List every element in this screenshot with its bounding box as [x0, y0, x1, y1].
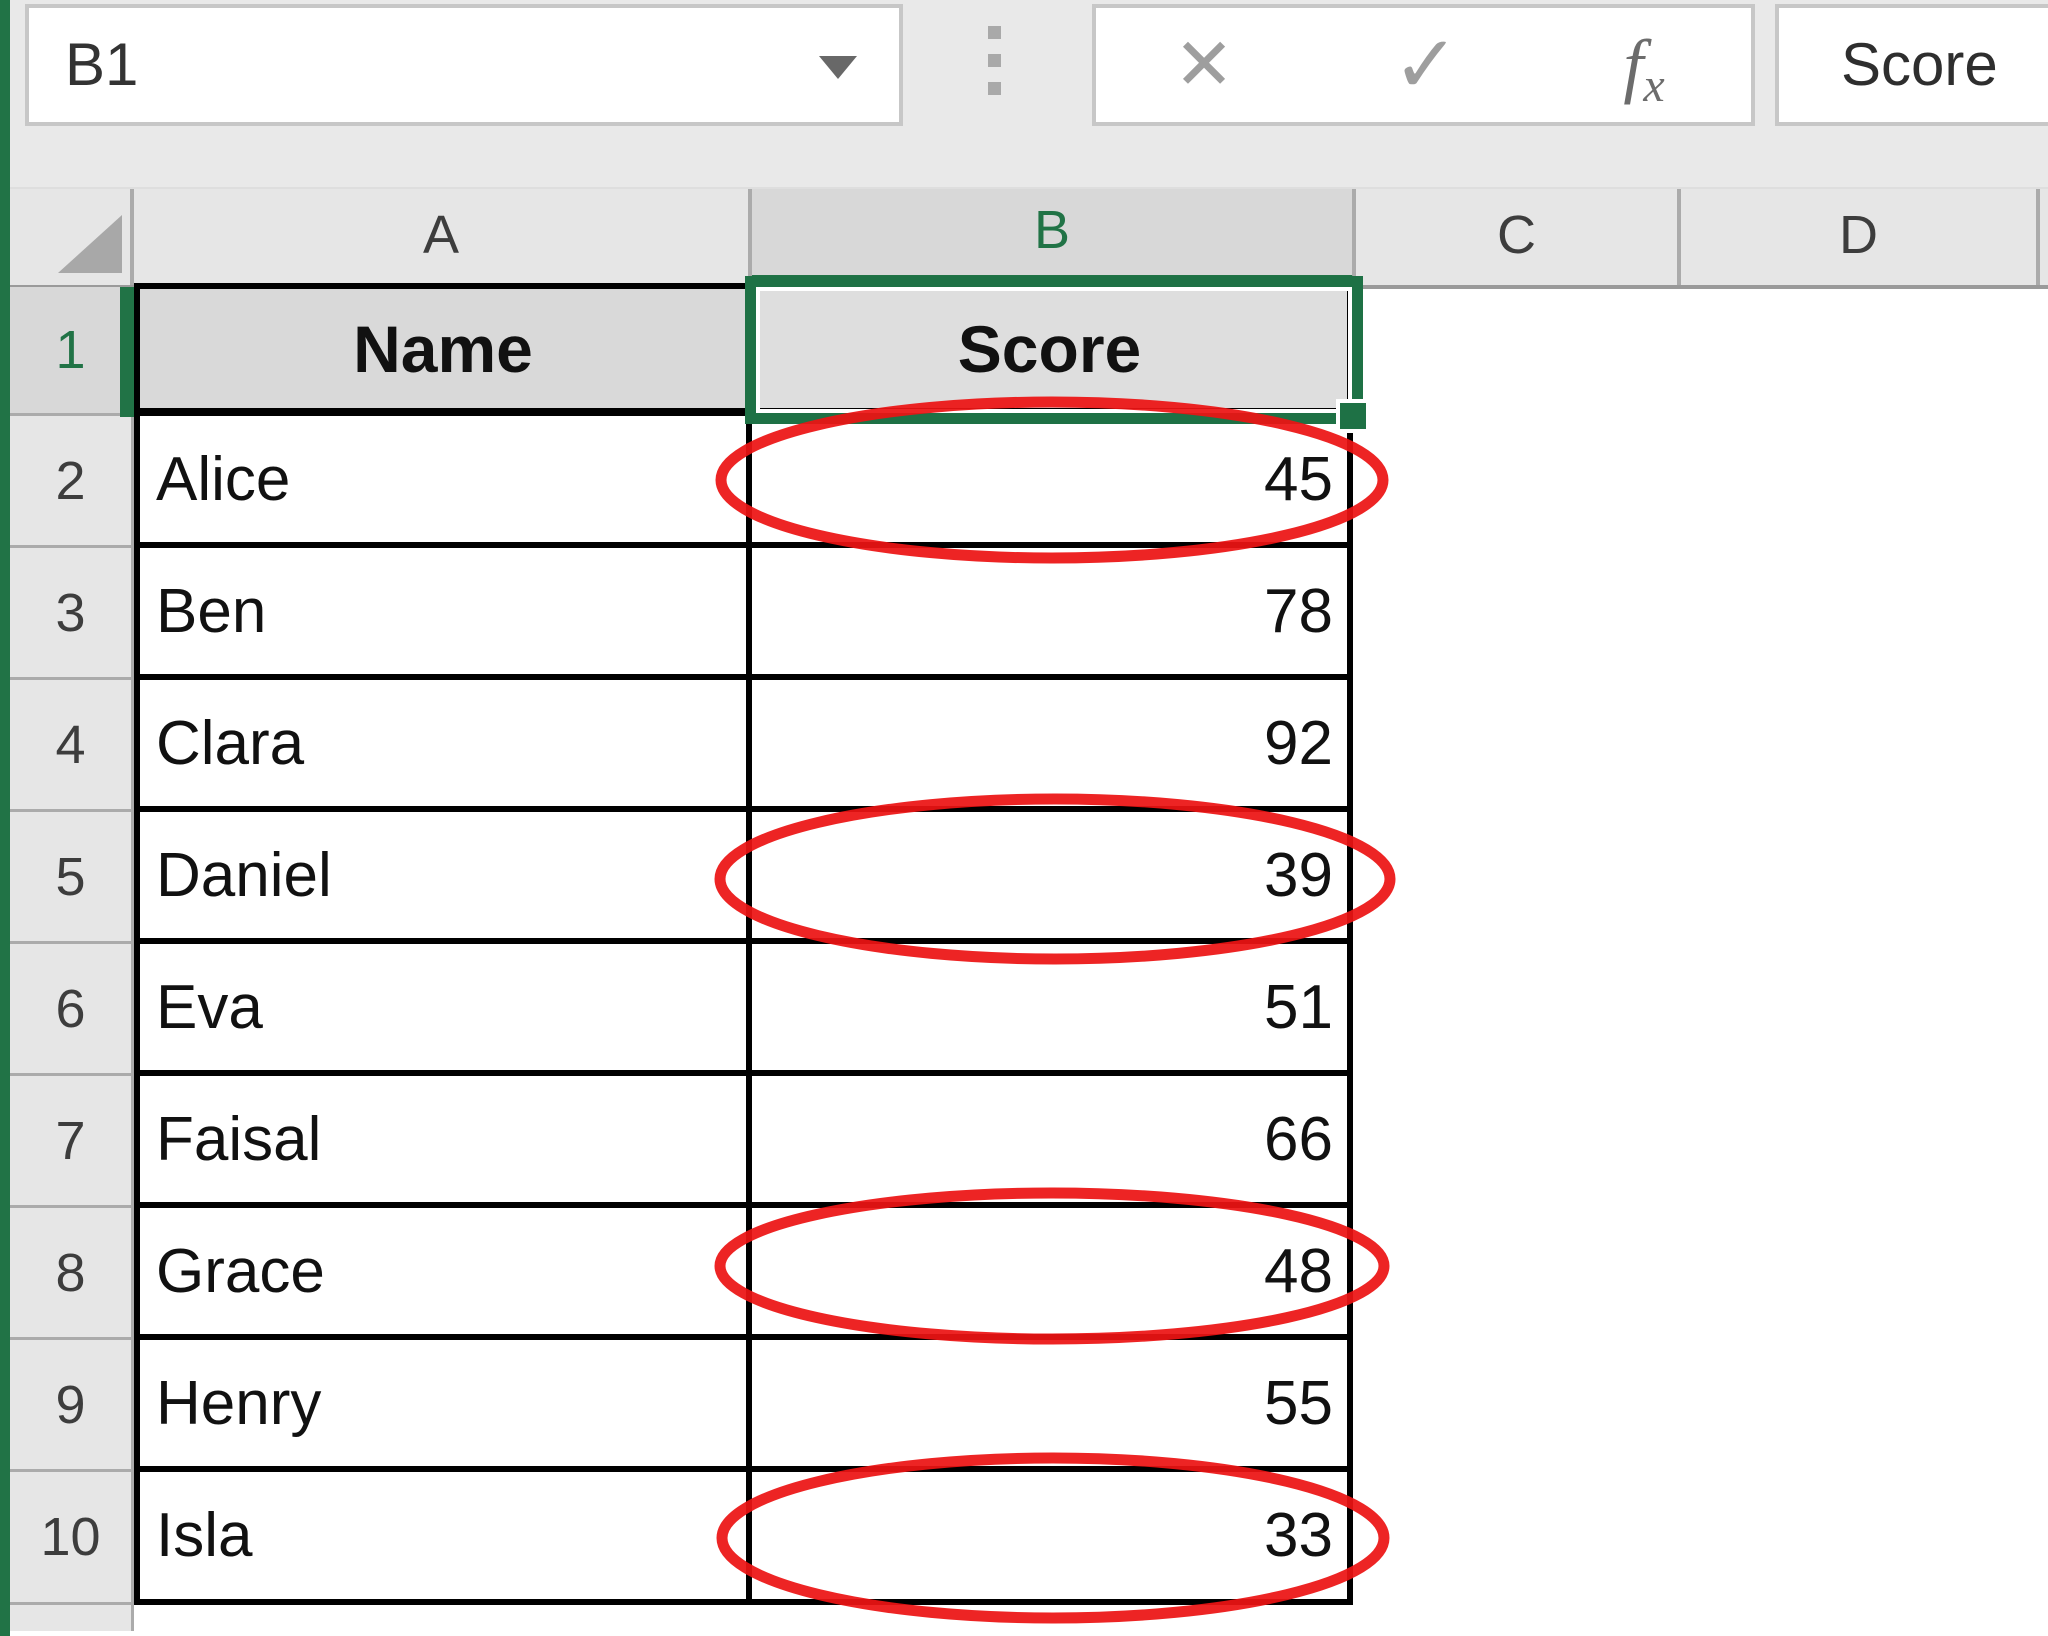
- window-edge-strip: [0, 0, 10, 1636]
- cell-b8[interactable]: 48: [752, 1208, 1353, 1340]
- cell-a4[interactable]: Clara: [140, 680, 752, 812]
- cell-b2[interactable]: 45: [752, 416, 1353, 548]
- cell-b6[interactable]: 51: [752, 944, 1353, 1076]
- cell-a8[interactable]: Grace: [140, 1208, 752, 1340]
- column-header-b[interactable]: B: [752, 189, 1356, 285]
- cell-b10[interactable]: 33: [752, 1472, 1353, 1605]
- cell-a10[interactable]: Isla: [140, 1472, 752, 1605]
- cancel-icon[interactable]: ✕: [1173, 25, 1235, 105]
- formula-bar-value: Score: [1841, 31, 1998, 98]
- select-all-button[interactable]: [10, 189, 134, 285]
- active-row-indicator: [120, 287, 134, 417]
- enter-icon[interactable]: ✓: [1392, 20, 1460, 109]
- column-header-d[interactable]: D: [1681, 189, 2040, 285]
- data-table: Name Score Alice 45 Ben 78 Clara 92 Dani…: [134, 283, 1353, 1605]
- formula-toolbar: B1 ✕ ✓ fx Score: [0, 0, 2048, 187]
- row-header-9[interactable]: 9: [10, 1340, 134, 1472]
- row-header-4[interactable]: 4: [10, 680, 134, 812]
- column-header-c[interactable]: C: [1356, 189, 1681, 285]
- cell-a9[interactable]: Henry: [140, 1340, 752, 1472]
- name-box-value: B1: [65, 31, 139, 98]
- formula-bar[interactable]: Score: [1775, 4, 2048, 126]
- row-header-1[interactable]: 1: [10, 287, 134, 416]
- column-header-row: A B C D: [10, 187, 2048, 289]
- row-header-6[interactable]: 6: [10, 944, 134, 1076]
- name-box[interactable]: B1: [25, 4, 903, 126]
- cell-b5[interactable]: 39: [752, 812, 1353, 944]
- cell-b9[interactable]: 55: [752, 1340, 1353, 1472]
- name-box-dropdown-icon[interactable]: [819, 56, 857, 79]
- cell-a5[interactable]: Daniel: [140, 812, 752, 944]
- row-header-column: 1 2 3 4 5 6 7 8 9 10: [10, 287, 134, 1631]
- cell-a7[interactable]: Faisal: [140, 1076, 752, 1208]
- cell-a1[interactable]: Name: [140, 289, 752, 416]
- fill-handle[interactable]: [1336, 399, 1370, 433]
- formula-bar-drag-handle-icon[interactable]: [988, 26, 1004, 106]
- cell-b4[interactable]: 92: [752, 680, 1353, 812]
- formula-button-group: ✕ ✓ fx: [1092, 4, 1755, 126]
- cell-a3[interactable]: Ben: [140, 548, 752, 680]
- cell-b7[interactable]: 66: [752, 1076, 1353, 1208]
- column-header-a[interactable]: A: [134, 189, 752, 285]
- cell-b3[interactable]: 78: [752, 548, 1353, 680]
- row-header-5[interactable]: 5: [10, 812, 134, 944]
- insert-function-icon[interactable]: fx: [1623, 25, 1665, 112]
- row-header-11-sliver[interactable]: [10, 1605, 134, 1631]
- row-header-7[interactable]: 7: [10, 1076, 134, 1208]
- select-all-triangle-icon: [58, 215, 122, 273]
- cell-a6[interactable]: Eva: [140, 944, 752, 1076]
- row-header-10[interactable]: 10: [10, 1472, 134, 1605]
- cell-a2[interactable]: Alice: [140, 416, 752, 548]
- row-header-3[interactable]: 3: [10, 548, 134, 680]
- row-header-2[interactable]: 2: [10, 416, 134, 548]
- row-header-8[interactable]: 8: [10, 1208, 134, 1340]
- cell-b1[interactable]: Score: [752, 289, 1353, 416]
